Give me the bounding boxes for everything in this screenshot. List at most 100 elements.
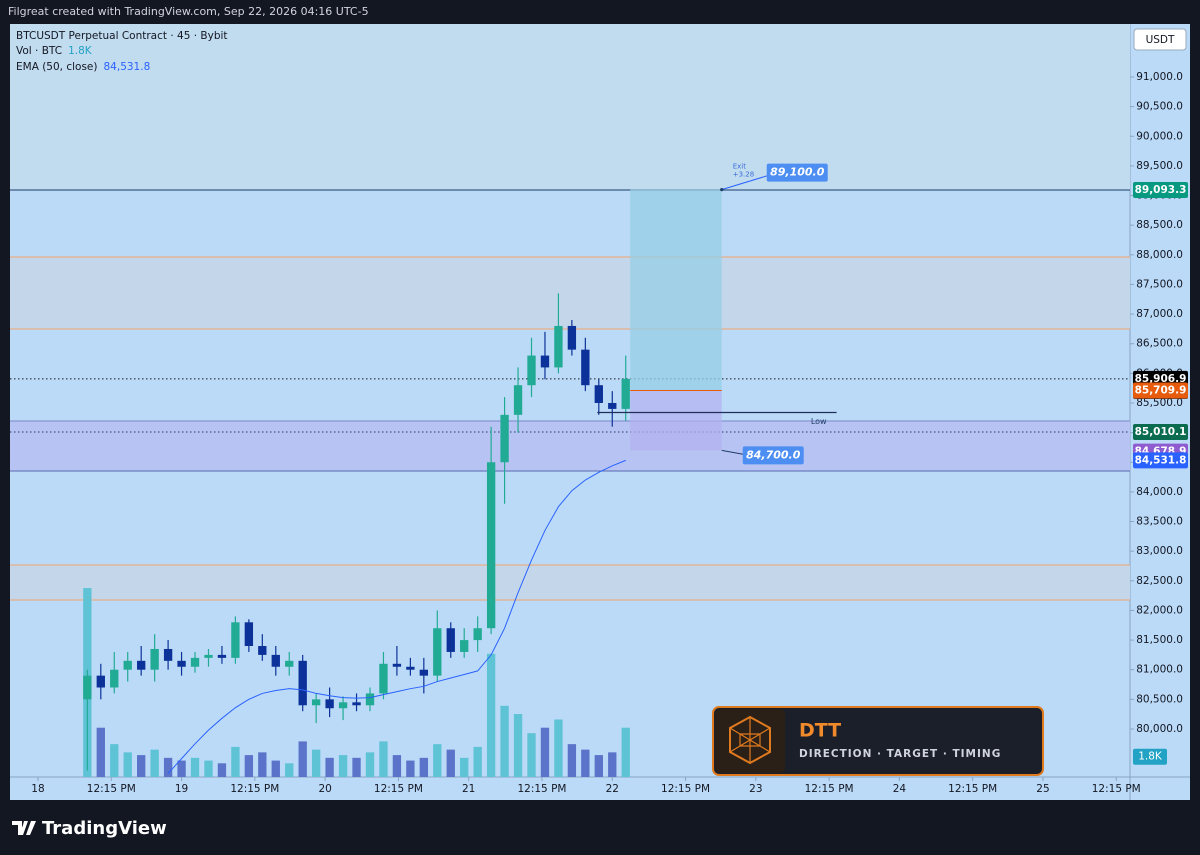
candle-body — [204, 654, 213, 658]
volume-bar — [271, 760, 280, 777]
candle-body — [83, 675, 92, 700]
stop-connector — [721, 449, 744, 455]
dtt-title: DTT — [799, 720, 841, 742]
stop-label: 84,700.0 — [746, 448, 801, 461]
candle-body — [285, 660, 294, 667]
candle-body — [594, 385, 603, 403]
volume-bar — [621, 727, 630, 777]
candle-body — [352, 702, 361, 706]
volume-bar — [325, 757, 334, 777]
legend-ema: EMA (50, close) 84,531.8 — [16, 61, 150, 73]
volume-bar — [338, 755, 348, 777]
ema-line — [167, 459, 626, 774]
legend-volume: Vol · BTC 1.8K — [16, 45, 93, 57]
ema-value: 84,531.8 — [104, 61, 151, 73]
candle-body — [392, 663, 402, 667]
dtt-box — [712, 706, 1044, 776]
plot-area: Low 89,100.0 Exit+3.28 84,700.0 — [10, 24, 1130, 777]
volume-bar — [500, 705, 509, 777]
x-tick-label: 12:15 PM — [517, 783, 566, 795]
currency-box[interactable] — [1133, 28, 1187, 51]
footer-logo — [12, 821, 36, 835]
volume-bar — [298, 741, 307, 777]
target-label-box — [766, 163, 828, 182]
y-tick-label: 88,000.0 — [1136, 249, 1183, 261]
y-tick-label: 80,500.0 — [1136, 693, 1183, 705]
volume-bar — [460, 757, 469, 777]
volume-bar — [311, 749, 321, 777]
volume-bar — [163, 757, 173, 777]
candle-body — [190, 657, 200, 667]
volume-bar — [513, 714, 523, 777]
candle-body — [446, 628, 455, 652]
volume-bar — [204, 760, 213, 777]
candle-body — [433, 628, 442, 676]
candle-body — [325, 699, 334, 709]
candle-body — [460, 640, 469, 652]
candle-body — [365, 693, 375, 706]
volume-bar — [554, 719, 563, 777]
currency-label[interactable]: USDT — [1146, 34, 1175, 46]
stop-zone — [630, 390, 722, 451]
x-tick-label: 12:15 PM — [230, 783, 279, 795]
candle-body — [581, 349, 590, 386]
candle-body — [473, 628, 482, 641]
price-tag — [1133, 452, 1188, 469]
volume-bar — [608, 752, 617, 777]
volume-bar — [486, 653, 496, 777]
legend-title: BTCUSDT Perpetual Contract · 45 · Bybit — [16, 30, 228, 42]
volume-bar — [110, 744, 119, 777]
candle-body — [217, 654, 227, 658]
ema-name: EMA (50, close) — [16, 61, 98, 73]
volume-bar — [365, 752, 375, 777]
candle-body — [338, 702, 348, 709]
zone — [10, 564, 1130, 601]
y-tick-label: 86,500.0 — [1136, 338, 1183, 350]
volume-bar — [177, 760, 186, 777]
volume-bar — [392, 755, 402, 777]
y-tick-label: 87,000.0 — [1136, 308, 1183, 320]
y-tick-label: 91,000.0 — [1136, 71, 1183, 83]
exit-text: Exit — [733, 163, 747, 171]
y-tick-label: 85,500.0 — [1136, 397, 1183, 409]
y-tick-label: 90,000.0 — [1136, 130, 1183, 142]
volume-bar — [406, 760, 415, 777]
volume-bar — [217, 763, 227, 777]
y-tick-label: 83,500.0 — [1136, 516, 1183, 528]
y-tick-label: 90,500.0 — [1136, 101, 1183, 113]
candle-body — [540, 355, 550, 368]
volume-bar — [446, 749, 455, 777]
candle-body — [123, 660, 132, 670]
volume-bar — [150, 749, 159, 777]
y-tick-label: 84,000.0 — [1136, 486, 1183, 498]
y-tick-label: 82,500.0 — [1136, 575, 1183, 587]
candle-body — [231, 622, 240, 658]
price-tag — [1133, 382, 1188, 399]
volume-bar — [123, 752, 132, 777]
footer-brand: TradingView — [42, 818, 167, 839]
candle-body — [621, 378, 630, 409]
target-zone — [630, 189, 722, 391]
candle-body — [110, 669, 119, 688]
x-tick-label: 12:15 PM — [661, 783, 710, 795]
price-tag — [1133, 182, 1188, 199]
candle-body — [177, 660, 186, 667]
zone — [10, 24, 1130, 191]
y-tick-label: 81,500.0 — [1136, 634, 1183, 646]
x-tick-label: 19 — [175, 783, 188, 795]
candle-body — [554, 325, 563, 368]
candle-body — [258, 646, 267, 655]
volume-bar — [190, 757, 200, 777]
y-tick-label: 81,000.0 — [1136, 664, 1183, 676]
x-tick-label: 12:15 PM — [948, 783, 997, 795]
zone — [10, 421, 1130, 472]
candle-body — [486, 462, 496, 629]
volume-bar — [419, 757, 429, 777]
y-tick-label: 82,000.0 — [1136, 604, 1183, 616]
volume-bar — [231, 746, 240, 777]
candle-body — [379, 663, 388, 694]
x-tick-label: 18 — [31, 783, 44, 795]
candle-body — [608, 402, 617, 409]
price-tag-label: 84,531.8 — [1135, 454, 1187, 466]
